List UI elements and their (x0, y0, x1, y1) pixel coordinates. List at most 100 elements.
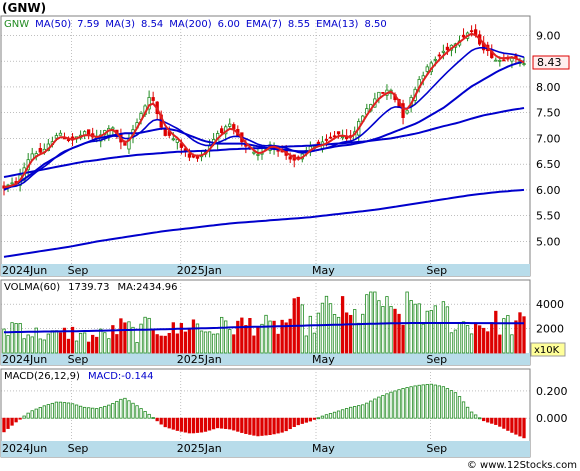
macd-bar (2, 417, 6, 433)
macd-bar (151, 417, 155, 419)
volume-bar (320, 302, 325, 354)
macd-bar (220, 417, 224, 429)
price-legend-item: 8.50 (364, 19, 386, 30)
macd-bar (377, 396, 381, 419)
macd-bar (429, 383, 433, 419)
macd-bar (18, 417, 22, 420)
volume-bar (111, 325, 115, 354)
volume-bar (336, 316, 341, 354)
candle-body (405, 110, 409, 114)
macd-bar (127, 400, 131, 419)
macd-bar (389, 391, 393, 419)
macd-bar (461, 401, 466, 419)
volume-bar (54, 330, 59, 354)
volume-bar (276, 333, 280, 354)
macd-bar (401, 388, 405, 419)
last-price-label: 8.43 (537, 56, 562, 69)
macd-bar (207, 417, 212, 431)
volume-bar (62, 327, 67, 354)
volume-bar (131, 326, 135, 354)
macd-bar (70, 403, 75, 419)
price-legend-item: MA(50) (35, 19, 71, 30)
volume-bar (349, 314, 353, 354)
x-axis-label: Sep (426, 353, 447, 366)
volume-bar (163, 335, 167, 354)
macd-bar (252, 417, 256, 436)
macd-bar (22, 415, 26, 419)
macd-bar (369, 400, 373, 419)
macd-bar (87, 407, 91, 419)
macd-bar (95, 408, 99, 419)
macd-bar (248, 417, 252, 435)
volume-bar (167, 332, 171, 354)
candle-body (54, 135, 59, 139)
macd-bar (66, 402, 71, 419)
price-legend-item: 8.55 (288, 19, 310, 30)
volume-bar (171, 322, 175, 354)
macd-bar (183, 417, 188, 433)
price-y-tick-label: 7.00 (536, 132, 561, 145)
macd-bar (393, 390, 397, 419)
volume-ma-line (3, 322, 524, 334)
candle-body (425, 66, 429, 72)
candle-body (87, 129, 91, 136)
volume-bar (123, 322, 127, 354)
x-axis-label: 2025Jan (177, 353, 222, 366)
macd-bar (111, 403, 115, 419)
candle-body (437, 54, 441, 57)
macd-bar (82, 406, 87, 419)
volume-bar (312, 332, 317, 354)
volume-bar (441, 301, 446, 354)
macd-bar (353, 406, 357, 419)
macd-bar (260, 417, 264, 436)
macd-bar (433, 384, 437, 419)
macd-bar (139, 408, 143, 419)
volume-bar (26, 334, 30, 354)
volume-bar (453, 329, 458, 354)
volume-bar (482, 327, 486, 354)
macd-bar (506, 417, 510, 431)
volume-bar (369, 291, 373, 354)
volume-bar (187, 327, 192, 354)
volume-bar (308, 315, 313, 354)
macd-legend-item: MACD(26,12,9) (4, 371, 80, 382)
candle-body (494, 59, 498, 62)
moving-averages (3, 32, 525, 258)
macd-bar (522, 417, 526, 439)
macd-bar (159, 417, 163, 425)
candle-body (336, 131, 341, 135)
volume-bar (397, 313, 401, 354)
macd-bar (494, 417, 498, 425)
volume-bar (473, 322, 478, 354)
volume-bar (147, 317, 151, 354)
volume-bar (256, 326, 260, 354)
candle-body (38, 148, 42, 153)
macd-bar (167, 417, 171, 429)
volume-bar (224, 320, 228, 354)
macd-bar (280, 417, 284, 433)
macd-bar (284, 417, 288, 432)
macd-bar (268, 417, 272, 436)
macd-bar (304, 417, 308, 423)
volume-bar (357, 322, 361, 354)
macd-legend-item: MACD:-0.144 (88, 371, 154, 382)
price-y-tick-label: 9.00 (536, 29, 561, 42)
price-legend-item: EMA(13) (316, 19, 358, 30)
volume-bar (115, 334, 119, 354)
macd-bar (324, 414, 329, 419)
volume-bar (514, 320, 518, 354)
volume-bar (328, 303, 333, 354)
x-axis-label: May (312, 264, 335, 277)
candle-body (340, 136, 345, 139)
volume-bar (401, 324, 405, 354)
macd-bar (228, 417, 232, 430)
price-y-tick-label: 8.00 (536, 81, 561, 94)
volume-bar (66, 338, 71, 354)
volume-bar (38, 338, 42, 354)
candle-body (502, 59, 506, 62)
volume-bar (429, 310, 433, 354)
macd-bar (288, 417, 292, 430)
price-y-tick-label: 7.50 (536, 107, 561, 120)
price-y-tick-label: 5.50 (536, 210, 561, 223)
volume-bar (220, 316, 224, 354)
